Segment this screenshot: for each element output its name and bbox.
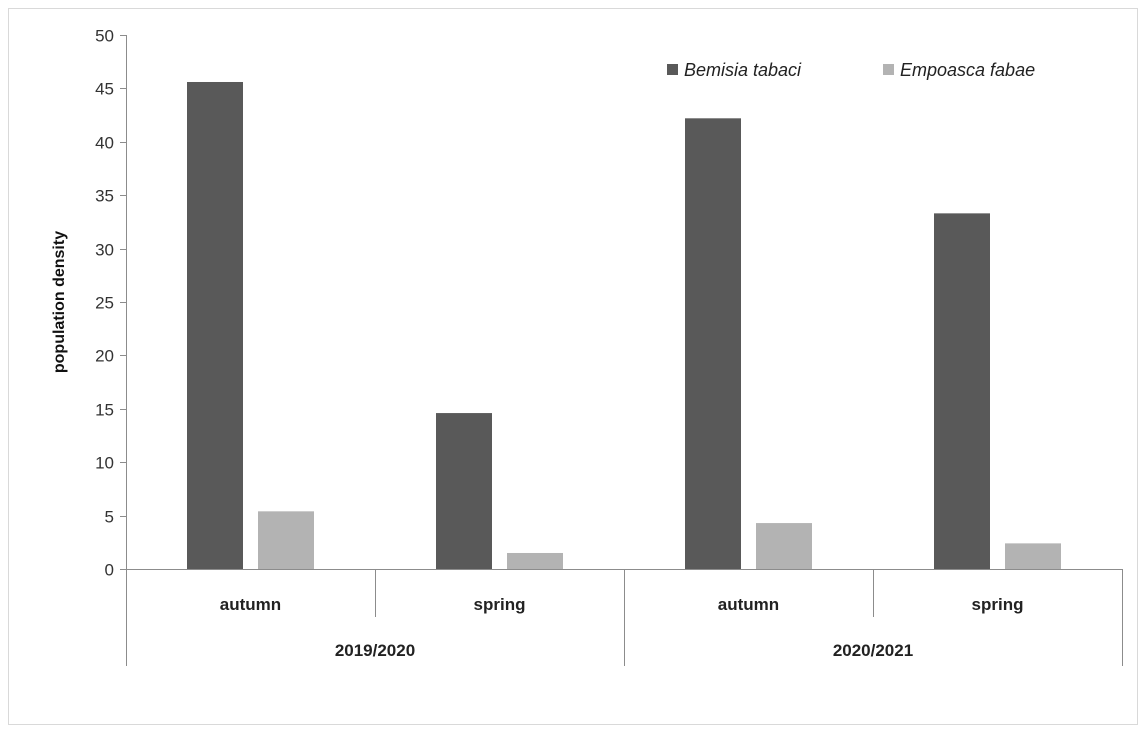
y-tick-label: 0: [105, 561, 114, 580]
bars: [187, 81, 1061, 569]
legend-swatch: [883, 64, 894, 75]
y-tick-label: 5: [105, 508, 114, 527]
x-category-label: autumn: [718, 595, 779, 614]
y-tick-label: 45: [95, 80, 114, 99]
bar-bemisia-tabaci-0: [187, 81, 243, 569]
y-tick-label: 50: [95, 27, 114, 46]
y-tick-label: 40: [95, 134, 114, 153]
bar-bemisia-tabaci-1: [436, 413, 492, 569]
legend: Bemisia tabaci Empoasca fabae: [667, 60, 1035, 80]
legend-swatch: [667, 64, 678, 75]
x-axis: autumn spring autumn spring 2019/2020 2020/20…: [126, 569, 1123, 666]
bar-empoasca-fabae-0: [258, 511, 314, 569]
x-group-label: 2019/2020: [335, 641, 415, 660]
legend-label: Bemisia tabaci: [684, 60, 802, 80]
y-axis: 0 5 10 15 20 25 30 35 40 45 50: [95, 27, 127, 580]
bar-empoasca-fabae-2: [756, 523, 812, 569]
y-tick-label: 25: [95, 294, 114, 313]
bar-bemisia-tabaci-3: [934, 213, 990, 569]
legend-label: Empoasca fabae: [900, 60, 1035, 80]
bar-empoasca-fabae-1: [507, 552, 563, 569]
bar-bemisia-tabaci-2: [685, 118, 741, 569]
bar-empoasca-fabae-3: [1005, 543, 1061, 569]
y-tick-label: 15: [95, 401, 114, 420]
x-category-label: autumn: [220, 595, 281, 614]
y-tick-label: 35: [95, 187, 114, 206]
x-group-label: 2020/2021: [833, 641, 913, 660]
y-tick-label: 20: [95, 347, 114, 366]
x-category-label: spring: [474, 595, 526, 614]
y-tick-label: 10: [95, 454, 114, 473]
x-category-label: spring: [972, 595, 1024, 614]
y-axis-title: population density: [51, 231, 68, 373]
y-tick-label: 30: [95, 241, 114, 260]
